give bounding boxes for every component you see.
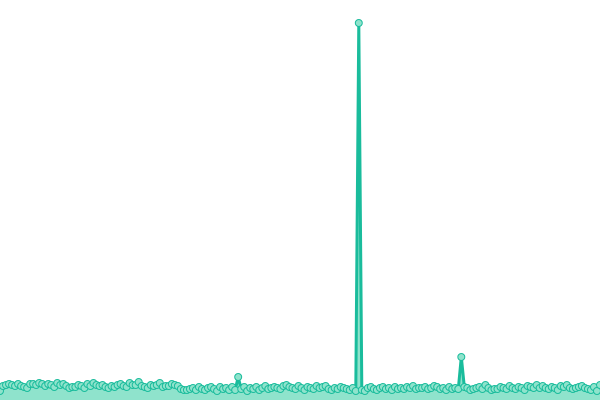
data-point xyxy=(354,19,363,27)
data-point xyxy=(596,381,600,389)
series-line xyxy=(0,21,600,393)
data-points xyxy=(0,19,600,395)
area-fill xyxy=(0,23,600,400)
data-point xyxy=(234,373,243,381)
data-point xyxy=(457,353,466,361)
